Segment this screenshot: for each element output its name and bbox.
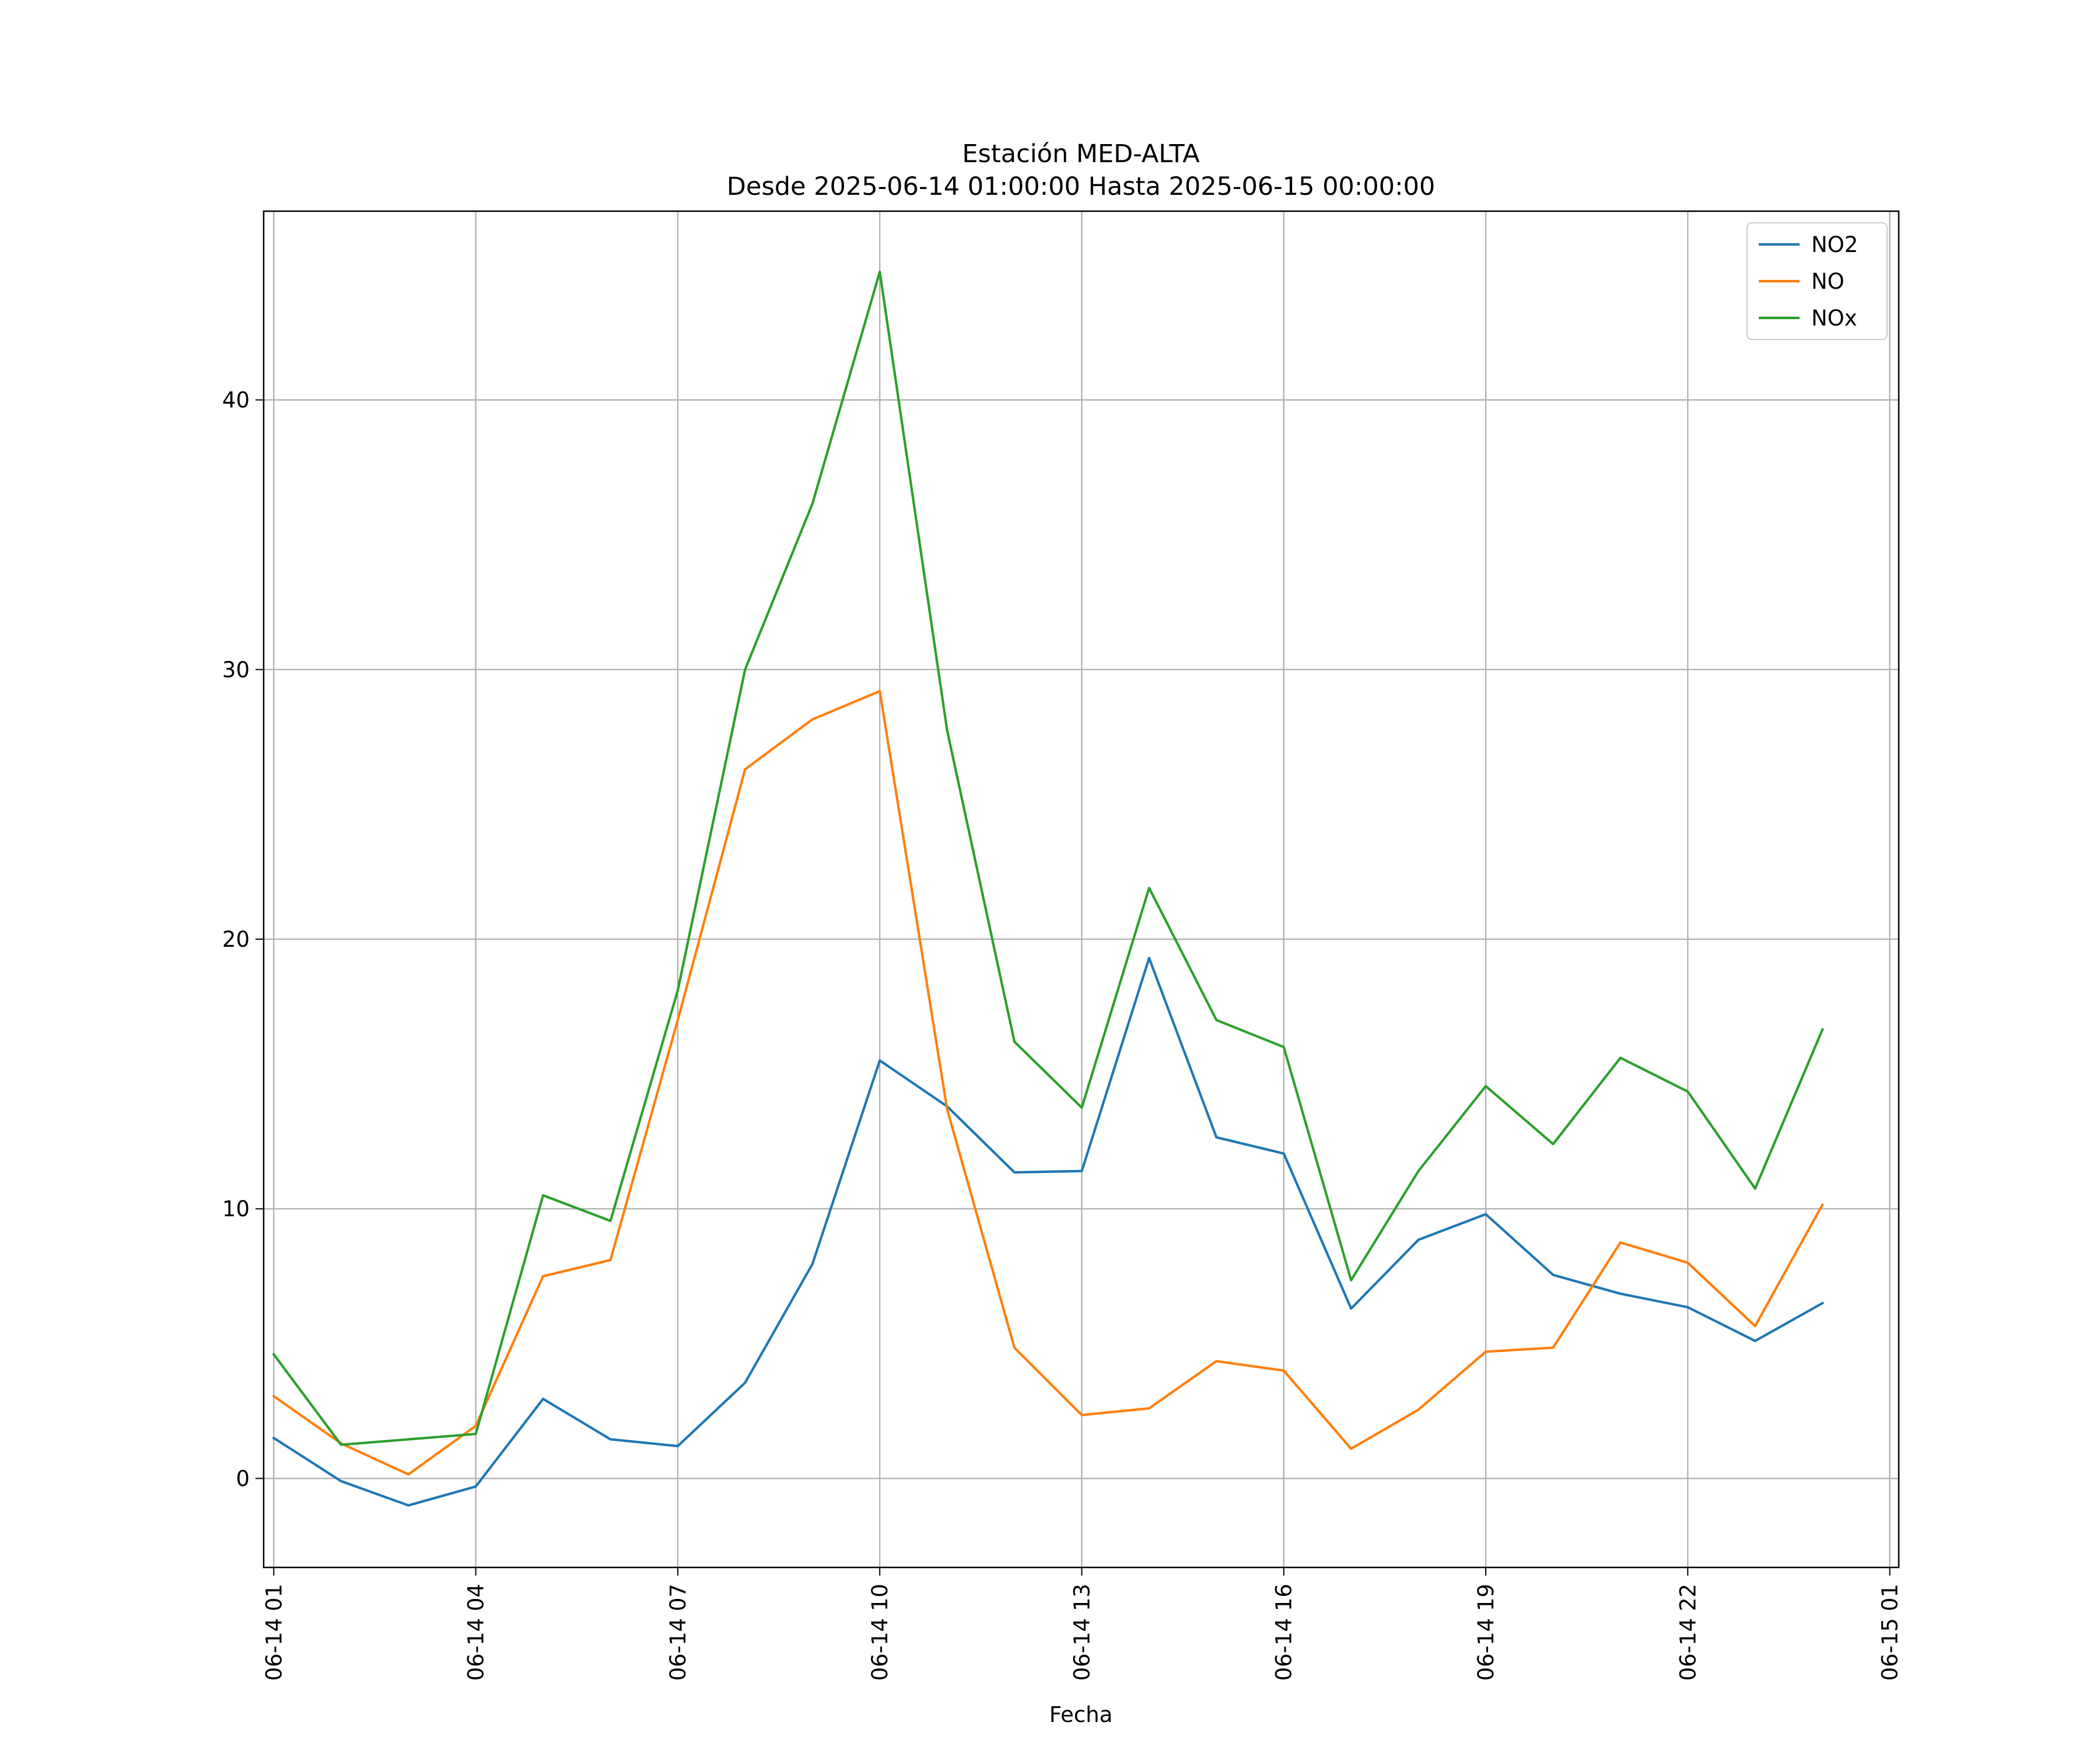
- legend: NO2 NO NOx: [1746, 222, 1888, 340]
- legend-label-no2: NO2: [1811, 232, 1858, 257]
- x-tick-label: 06-15 01: [1878, 1584, 1903, 1681]
- x-axis-label: Fecha: [1049, 1702, 1113, 1727]
- y-axis: 0 10 20 30 40: [222, 388, 264, 1491]
- x-tick-label: 06-14 10: [867, 1584, 892, 1681]
- grid: [264, 211, 1899, 1567]
- y-tick-label: 30: [222, 657, 250, 682]
- chart-title: Estación MED-ALTA: [962, 139, 1200, 169]
- chart-subtitle: Desde 2025-06-14 01:00:00 Hasta 2025-06-…: [727, 172, 1435, 201]
- series-line-nox: [272, 270, 1824, 1446]
- y-tick-label: 10: [222, 1196, 250, 1222]
- x-tick-label: 06-14 07: [666, 1584, 691, 1681]
- x-axis: 06-14 01 06-14 04 06-14 07 06-14 10 06-14 13…: [261, 1567, 1903, 1681]
- legend-label-nox: NOx: [1811, 306, 1857, 331]
- x-tick-label: 06-14 13: [1069, 1584, 1094, 1681]
- x-tick-label: 06-14 19: [1474, 1584, 1499, 1681]
- series-line-no2: [272, 957, 1825, 1507]
- x-tick-label: 06-14 01: [261, 1584, 286, 1681]
- series-line-no: [272, 690, 1825, 1476]
- y-tick-label: 0: [236, 1466, 250, 1491]
- x-tick-label: 06-14 04: [464, 1584, 489, 1681]
- y-tick-label: 20: [222, 927, 250, 952]
- legend-label-no: NO: [1811, 269, 1845, 294]
- series-lines: [272, 270, 1825, 1507]
- legend-box: [1746, 222, 1888, 340]
- y-tick-label: 40: [222, 388, 250, 413]
- x-tick-label: 06-14 16: [1272, 1584, 1297, 1681]
- x-tick-label: 06-14 22: [1675, 1584, 1700, 1681]
